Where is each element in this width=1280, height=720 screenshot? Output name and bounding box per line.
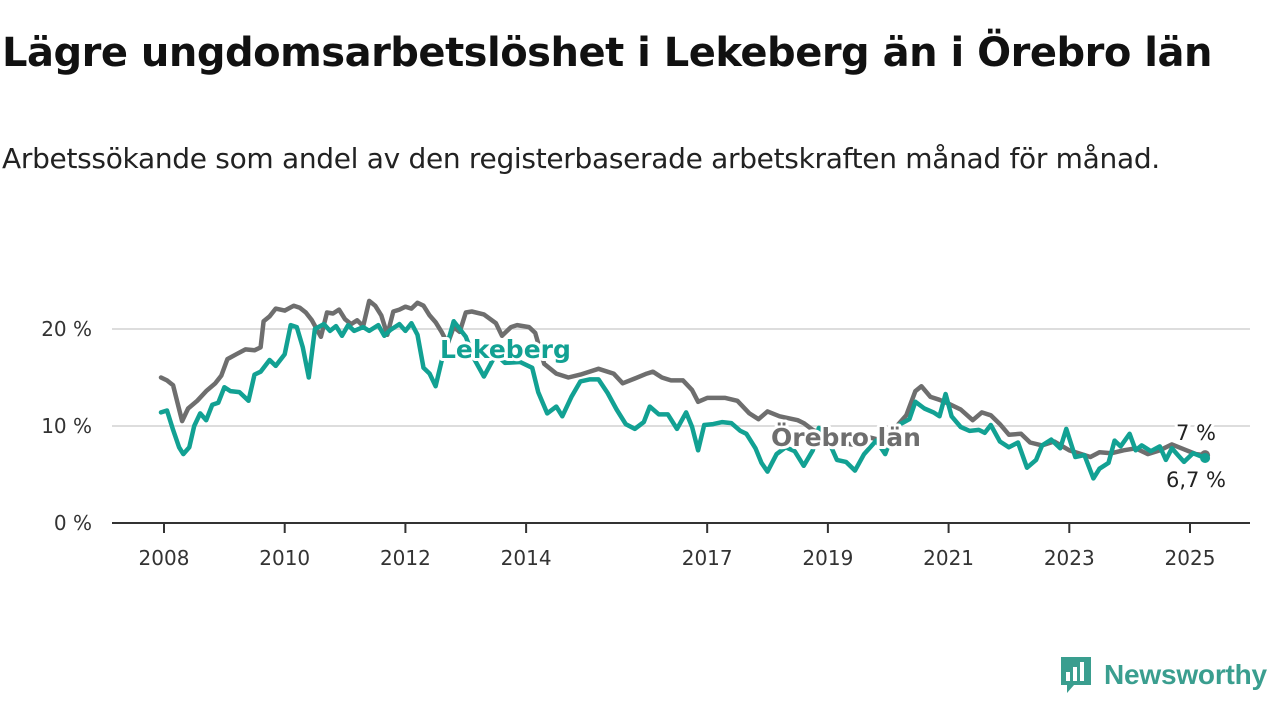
x-tick-label: 2010 xyxy=(259,546,310,570)
chart-subtitle: Arbetssökande som andel av den registerb… xyxy=(2,142,1160,175)
x-tick-label: 2008 xyxy=(139,546,190,570)
gridlines xyxy=(112,328,1250,427)
chart-title: Lägre ungdomsarbetslöshet i Lekeberg än … xyxy=(2,30,1212,76)
x-tick-label: 2012 xyxy=(380,546,431,570)
x-tick-label: 2023 xyxy=(1044,546,1095,570)
series-lines xyxy=(158,298,1211,481)
series-label-lekeberg: Lekeberg xyxy=(440,335,571,364)
x-tick-label: 2014 xyxy=(501,546,552,570)
line-chart: 0 % 10 % 20 % 2008 2010 2012 2014 2017 2019 2021… xyxy=(41,298,1250,570)
end-value-orebro-lan: 7 % xyxy=(1176,421,1216,445)
y-tick-label: 0 % xyxy=(54,511,92,535)
y-tick-label: 10 % xyxy=(41,414,92,438)
x-tick-label: 2017 xyxy=(682,546,733,570)
brand-logo: Newsworthy xyxy=(1058,653,1267,697)
series-line-lekeberg xyxy=(158,318,1208,481)
y-axis-ticks: 0 % 10 % 20 % xyxy=(41,317,92,535)
series-line-orebro-lan xyxy=(158,298,1208,460)
x-tick-label: 2025 xyxy=(1165,546,1216,570)
x-axis: 2008 2010 2012 2014 2017 2019 2021 2023 2025 xyxy=(112,522,1250,570)
x-tick-label: 2019 xyxy=(802,546,853,570)
x-tick-label: 2021 xyxy=(923,546,974,570)
end-value-lekeberg-halo: 6,7 % xyxy=(1166,468,1226,492)
series-label-lekeberg-halo: Lekeberg xyxy=(440,335,571,364)
bar-chart-logo-icon xyxy=(1061,657,1091,693)
brand-name: Newsworthy xyxy=(1104,659,1267,690)
y-tick-label: 20 % xyxy=(41,317,92,341)
series-label-orebro-lan: Örebro län xyxy=(771,422,921,452)
end-value-lekeberg: 6,7 % xyxy=(1166,468,1226,492)
end-value-orebro-lan-halo: 7 % xyxy=(1176,421,1216,445)
series-label-orebro-lan-halo: Örebro län xyxy=(771,422,921,452)
series-end-point xyxy=(1200,453,1211,464)
